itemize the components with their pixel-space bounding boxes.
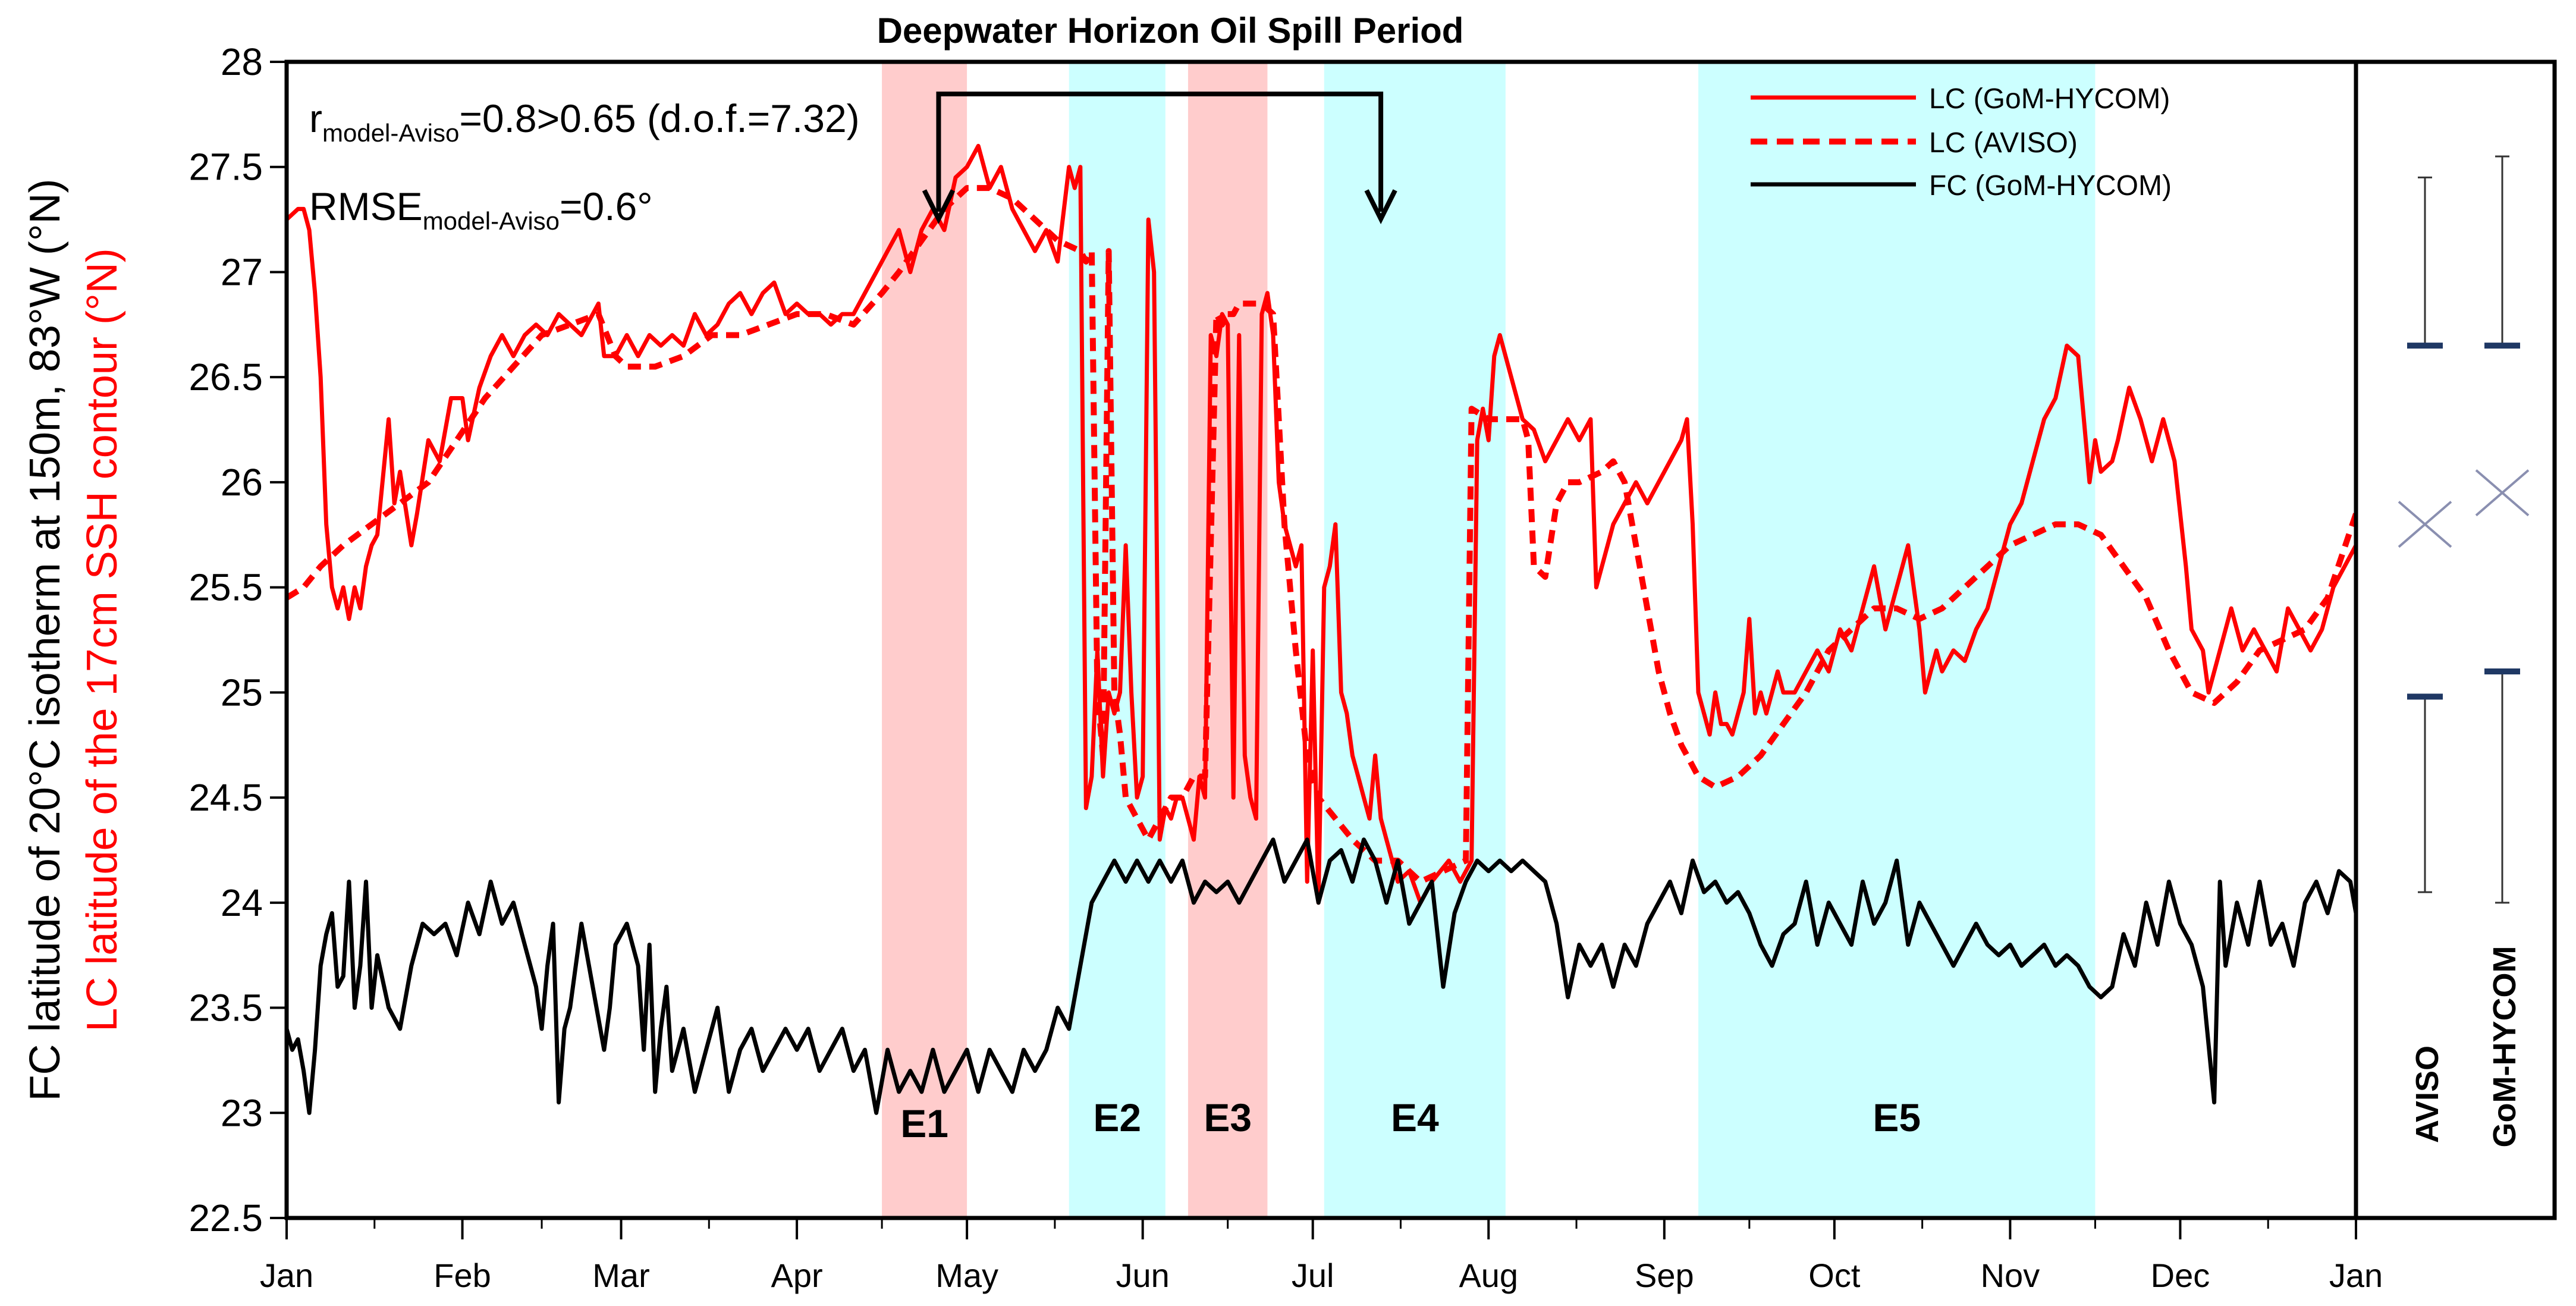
y-tick-label: 26 [221, 461, 263, 504]
x-tick-label: Jul [1292, 1257, 1334, 1294]
side-panel-label-1: GoM-HYCOM [2487, 946, 2522, 1148]
y-axis-label-red: LC latitude of the 17cm SSH contour (°N) [78, 248, 126, 1031]
event-bands [882, 62, 2096, 1218]
y-tick-label: 25 [221, 671, 263, 714]
y-tick-label: 28 [221, 40, 263, 83]
y-axis: 22.5 23 23.5 24 24.5 25 25.5 26 26.5 27 27.5 28 [189, 40, 287, 1239]
y-tick-label: 24 [221, 881, 263, 924]
rmse-value: =0.6° [560, 184, 653, 228]
legend-label-2: FC (GoM-HYCOM) [1929, 170, 2172, 202]
y-tick-label: 25.5 [189, 566, 263, 609]
spill-period-bracket [922, 92, 1397, 224]
x-tick-label: Dec [2151, 1257, 2210, 1294]
y-tick-label: 26.5 [189, 356, 263, 398]
spill-end-arrow [1364, 189, 1397, 224]
event-label-e1: E1 [900, 1101, 948, 1145]
x-tick-label: Apr [771, 1257, 823, 1294]
y-tick-label: 27.5 [189, 146, 263, 189]
y-tick-label: 23 [221, 1091, 263, 1134]
y-tick-label: 23.5 [189, 987, 263, 1029]
series-line-2 [287, 837, 2356, 1115]
legend-label-1: LC (AVISO) [1929, 127, 2078, 159]
y-axis-label-black: FC latitude of 20°C isotherm at 150m, 83… [21, 179, 69, 1101]
x-tick-label: Oct [1808, 1257, 1861, 1294]
mean-cross-marker [2398, 501, 2452, 548]
event-band-e4 [1324, 62, 1506, 1218]
rmse-text: RMSEmodel-Aviso=0.6° [309, 184, 653, 235]
correlation-prefix: r [309, 96, 322, 140]
x-tick-label: Aug [1459, 1257, 1518, 1294]
event-label-e3: E3 [1204, 1095, 1252, 1139]
x-axis: Jan Feb Mar Apr May Jun Jul Aug Sep Oct Nov Dec Jan [260, 1218, 2383, 1294]
spill-bracket-line [936, 92, 1384, 212]
x-tick-label: Jun [1116, 1257, 1170, 1294]
side-panel-label-0: AVISO [2409, 1046, 2445, 1143]
event-label-e2: E2 [1093, 1095, 1141, 1139]
y-tick-label: 22.5 [189, 1197, 263, 1239]
stats-annotation: rmodel-Aviso=0.8>0.65 (d.o.f.=7.32) RMSE… [309, 96, 860, 235]
rmse-subscript: model-Aviso [423, 207, 560, 235]
event-band-e3 [1188, 62, 1268, 1218]
event-band-e5 [1698, 62, 2096, 1218]
side-panel: AVISO GoM-HYCOM [2398, 155, 2530, 1148]
x-tick-label: Jan [2329, 1257, 2383, 1294]
mean-cross-marker [2475, 469, 2530, 517]
series-layer [287, 143, 2356, 1115]
x-tick-label: Nov [1981, 1257, 2040, 1294]
x-tick-label: Sep [1635, 1257, 1694, 1294]
event-labels: E1 E2 E3 E4 E5 [900, 1095, 1921, 1145]
correlation-subscript: model-Aviso [322, 119, 459, 147]
y-tick-label: 24.5 [189, 776, 263, 819]
legend-label-0: LC (GoM-HYCOM) [1929, 83, 2170, 115]
x-tick-label: Mar [592, 1257, 649, 1294]
y-tick-label: 27 [221, 250, 263, 293]
series-line-1 [287, 185, 2356, 885]
event-label-e4: E4 [1391, 1095, 1439, 1139]
chart-title: Deepwater Horizon Oil Spill Period [877, 11, 1464, 51]
legend: LC (GoM-HYCOM) LC (AVISO) FC (GoM-HYCOM) [1751, 83, 2172, 202]
x-tick-label: Feb [433, 1257, 491, 1294]
spill-start-arrow [922, 189, 956, 224]
correlation-text: rmodel-Aviso=0.8>0.65 (d.o.f.=7.32) [309, 96, 860, 147]
x-tick-label: May [935, 1257, 998, 1294]
correlation-value: =0.8>0.65 (d.o.f.=7.32) [459, 96, 859, 140]
event-band-e1 [882, 62, 967, 1218]
rmse-prefix: RMSE [309, 184, 423, 228]
event-label-e5: E5 [1873, 1095, 1921, 1139]
side-panel-frame [2354, 59, 2557, 1220]
x-tick-label: Jan [260, 1257, 313, 1294]
